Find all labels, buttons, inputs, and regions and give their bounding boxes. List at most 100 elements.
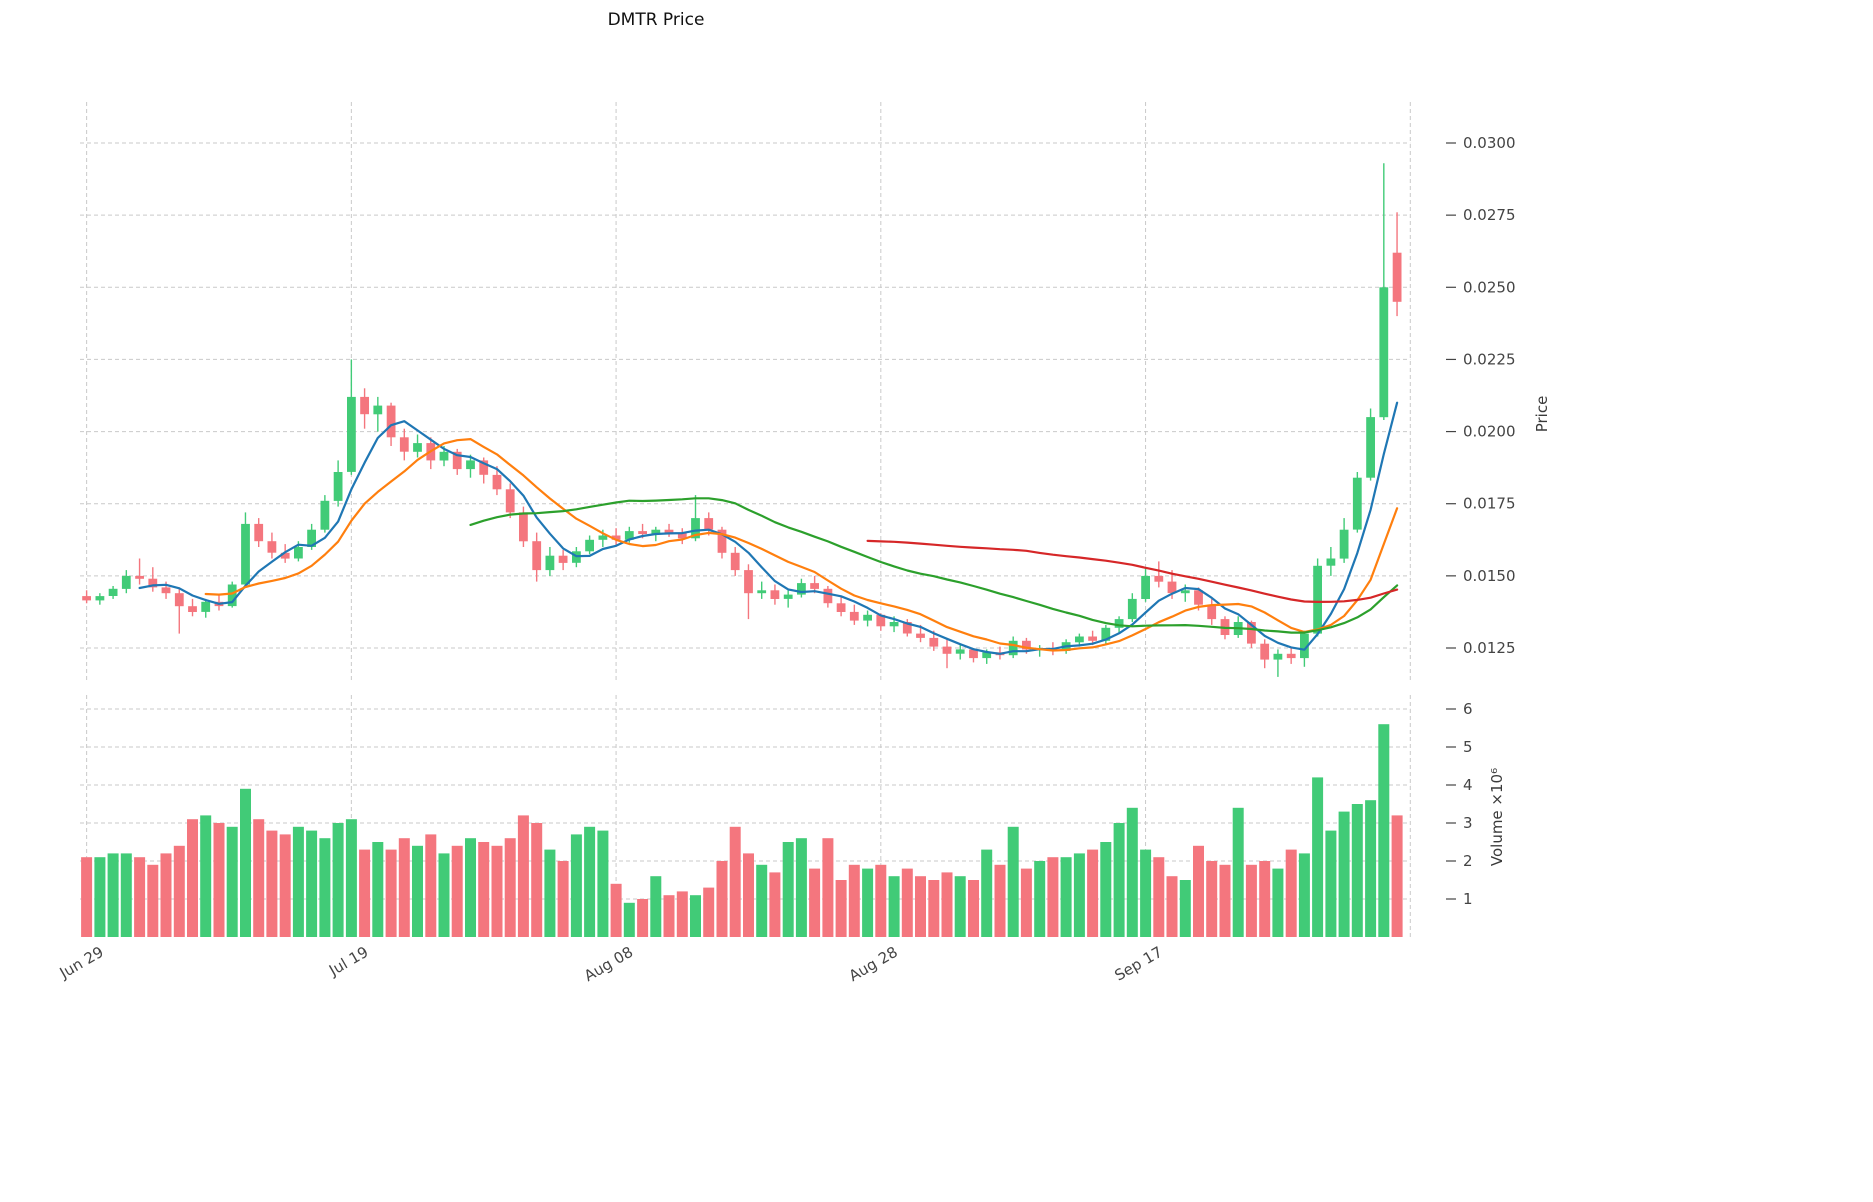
volume-bar xyxy=(213,823,225,937)
candle-body xyxy=(466,460,475,470)
ma-line-30 xyxy=(469,497,1399,634)
candle-body xyxy=(651,529,661,534)
candle-body xyxy=(1366,417,1375,478)
volume-bar xyxy=(1285,849,1297,937)
volume-bar xyxy=(637,899,649,937)
candle-body xyxy=(161,587,171,594)
volume-bar xyxy=(716,861,728,937)
volume-bar xyxy=(623,902,635,937)
candle-body xyxy=(1022,640,1031,650)
volume-bar xyxy=(1100,842,1112,937)
candle-body xyxy=(399,437,409,452)
candle-body xyxy=(360,396,369,415)
volume-bar xyxy=(862,868,874,937)
candle-body xyxy=(849,611,859,621)
ma-line-10 xyxy=(204,438,1399,652)
candle-body xyxy=(1088,636,1097,641)
ma-line-60 xyxy=(866,539,1399,604)
volume-bar xyxy=(1219,864,1231,937)
candle-body xyxy=(876,614,886,627)
volume-bar xyxy=(292,826,304,937)
volume-bar xyxy=(1312,777,1324,937)
volume-bar xyxy=(1034,861,1046,937)
candle-body xyxy=(1114,619,1124,628)
price-axis-label: Price xyxy=(1533,395,1551,433)
volume-bar xyxy=(1391,815,1403,937)
volume-bar xyxy=(835,880,847,937)
volume-bar xyxy=(848,864,860,937)
candle-body xyxy=(1273,653,1283,660)
volume-bar xyxy=(1126,807,1138,937)
x-tick-label: Aug 08 xyxy=(581,943,636,985)
candle-body xyxy=(492,474,502,490)
price-tick-label: 0.0250 xyxy=(1463,278,1516,296)
volume-tick-label: 2 xyxy=(1463,852,1473,870)
candle-body xyxy=(519,512,528,542)
candle-body xyxy=(982,652,992,659)
volume-bar xyxy=(279,834,291,937)
candle-body xyxy=(545,555,555,571)
volume-bar xyxy=(385,849,397,937)
volume-bar xyxy=(253,819,265,937)
volume-bar xyxy=(1047,857,1059,937)
candle-body xyxy=(902,622,912,634)
volume-bar xyxy=(412,845,423,937)
candle-body xyxy=(797,583,806,595)
candle-body xyxy=(1127,598,1137,620)
volume-tick-label: 4 xyxy=(1463,776,1473,794)
volume-bar xyxy=(1193,845,1204,937)
volume-bar xyxy=(1365,800,1377,937)
volume-bar xyxy=(901,868,913,937)
candle-body xyxy=(1247,622,1256,644)
candle-body xyxy=(1141,575,1150,599)
volume-bar xyxy=(570,834,582,937)
volume-bar xyxy=(782,842,794,937)
volume-axis-label: Volume ×10⁶ xyxy=(1488,767,1506,867)
candle-body xyxy=(148,578,158,588)
ma-line-5 xyxy=(138,401,1399,655)
candle-body xyxy=(717,529,727,553)
candle-body xyxy=(624,531,634,540)
candle-body xyxy=(770,590,780,599)
x-tick-label: Jul 19 xyxy=(325,943,371,980)
candle-body xyxy=(611,535,621,540)
volume-bar xyxy=(557,861,569,937)
volume-bar xyxy=(954,876,966,937)
volume-bar xyxy=(1073,853,1085,937)
volume-tick-label: 3 xyxy=(1463,814,1473,832)
candle-body xyxy=(532,541,542,571)
volume-bar xyxy=(941,872,953,937)
candle-body xyxy=(452,451,462,470)
volume-bar xyxy=(1113,823,1125,937)
candle-body xyxy=(836,603,846,612)
candle-body xyxy=(1392,252,1402,302)
volume-bar xyxy=(226,826,238,937)
candle-body xyxy=(1075,636,1084,643)
volume-bar xyxy=(888,876,900,937)
candle-body xyxy=(135,575,144,579)
volume-bars xyxy=(81,724,1403,937)
volume-bar xyxy=(597,830,609,937)
volume-bar xyxy=(1060,857,1072,937)
volume-bar xyxy=(1166,876,1178,937)
candle-body xyxy=(95,596,105,601)
candle-body xyxy=(757,590,767,594)
candle-body xyxy=(307,529,316,547)
x-tick-label: Sep 17 xyxy=(1111,943,1165,985)
volume-bar xyxy=(1378,724,1390,937)
candle-body xyxy=(121,575,131,589)
volume-bar xyxy=(359,849,371,937)
volume-bar xyxy=(1007,826,1019,937)
volume-bar xyxy=(676,891,688,937)
candle-body xyxy=(294,547,303,559)
volume-bar xyxy=(147,864,159,937)
volume-bar xyxy=(1087,849,1099,937)
candle-body xyxy=(227,584,237,607)
volume-bar xyxy=(491,845,503,937)
candle-body xyxy=(704,518,714,530)
candle-body xyxy=(1207,604,1217,620)
volume-bar xyxy=(1298,853,1310,937)
volume-bar xyxy=(531,823,543,937)
price-tick-label: 0.0225 xyxy=(1463,350,1516,368)
